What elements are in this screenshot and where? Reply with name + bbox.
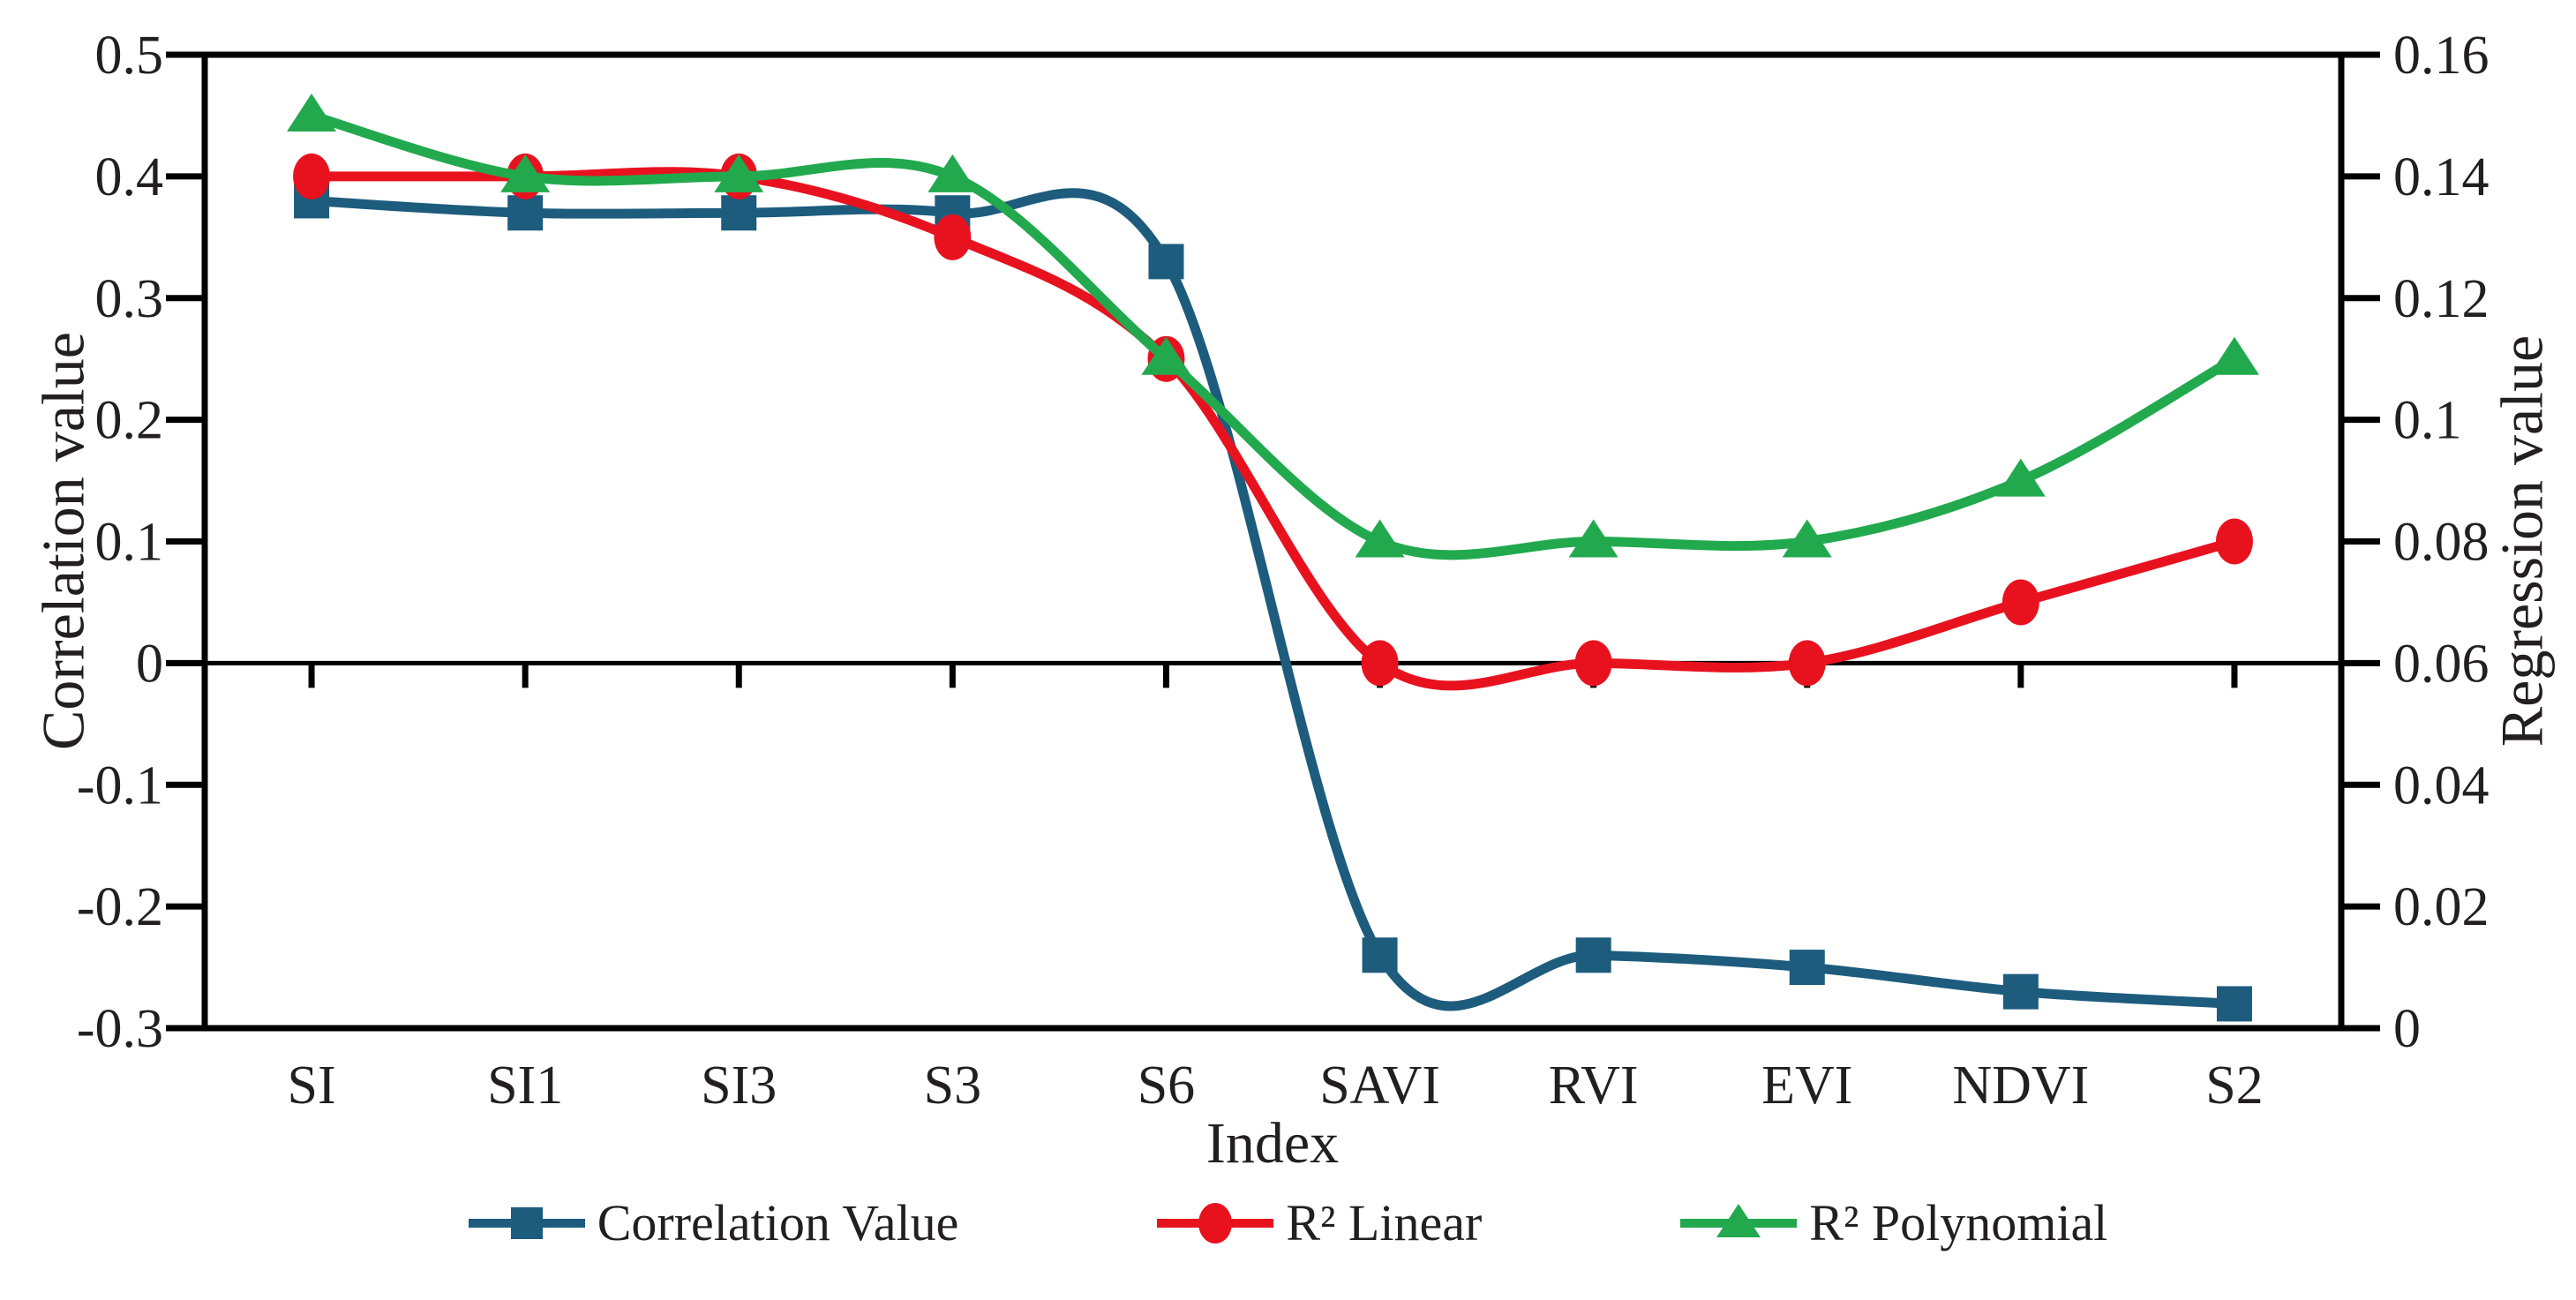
series-line-1	[306, 167, 2240, 691]
left-tick-label: 0.4	[95, 147, 164, 207]
legend-item-r2-polynomial: R² Polynomial	[1680, 1193, 2107, 1252]
series-1-marker-RVI	[1574, 640, 1612, 687]
right-axis-title: Regression value	[2488, 334, 2556, 748]
x-category-label: SI3	[701, 1056, 777, 1116]
series-1-marker-NDVI	[2001, 579, 2039, 626]
legend-label: R² Linear	[1286, 1194, 1483, 1251]
left-tick-label: -0.3	[77, 999, 163, 1059]
right-tick-label: 0.1	[2393, 391, 2462, 451]
circle-marker-icon	[1198, 1202, 1233, 1244]
right-tick-label: 0.12	[2393, 269, 2490, 329]
series-2-marker-EVI	[1782, 519, 1832, 558]
legend: Correlation Value R² Linear R² Polynomia…	[0, 1193, 2576, 1252]
right-tick-label: 0.16	[2393, 26, 2490, 86]
legend-item-correlation-value: Correlation Value	[468, 1193, 959, 1252]
legend-swatch-square-icon	[468, 1206, 585, 1239]
x-category-label: SI1	[487, 1056, 563, 1116]
right-tick-label: 0	[2393, 999, 2421, 1059]
x-category-label: S2	[2205, 1056, 2263, 1116]
x-category-label: S6	[1138, 1056, 1195, 1116]
right-tick-label: 0.06	[2393, 634, 2490, 694]
series-1-marker-SAVI	[1361, 640, 1399, 687]
series-0-marker-EVI	[1789, 950, 1825, 986]
right-tick-label: 0.04	[2393, 755, 2490, 815]
series-2-marker-SI	[287, 93, 337, 132]
left-tick-label: 0.3	[95, 269, 164, 329]
series-0-marker-S6	[1148, 244, 1184, 280]
series-line-2	[306, 110, 2240, 560]
series-line-0	[306, 188, 2240, 1011]
right-tick-label: 0.02	[2393, 877, 2490, 937]
x-category-label: SAVI	[1319, 1056, 1440, 1116]
series-1-marker-S3	[934, 214, 972, 260]
left-tick-label: 0	[136, 634, 163, 694]
legend-item-r2-linear: R² Linear	[1157, 1193, 1482, 1252]
series-1-marker-S2	[2215, 518, 2253, 565]
left-tick-label: 0.5	[95, 26, 164, 86]
series-2-marker-S3	[928, 154, 978, 192]
series-0-marker-SI3	[721, 195, 757, 231]
square-marker-icon	[510, 1206, 543, 1239]
series-0-marker-SI1	[507, 195, 544, 231]
series-1-marker-EVI	[1788, 640, 1826, 687]
x-axis-title: Index	[1205, 1111, 1340, 1176]
legend-swatch-triangle-icon	[1680, 1203, 1798, 1237]
x-category-label: NDVI	[1952, 1056, 2089, 1116]
series-2-marker-S2	[2209, 336, 2259, 375]
series-2-marker-SI1	[500, 154, 551, 192]
legend-label: Correlation Value	[597, 1194, 959, 1251]
series-2-marker-SAVI	[1355, 519, 1405, 558]
left-tick-label: -0.1	[77, 755, 163, 815]
x-category-label: S3	[924, 1056, 981, 1116]
x-category-label: SI	[287, 1056, 335, 1116]
series-1-marker-SI	[293, 153, 331, 199]
series-0-marker-SAVI	[1362, 937, 1398, 973]
right-tick-label: 0.14	[2393, 147, 2490, 207]
legend-label: R² Polynomial	[1809, 1194, 2108, 1251]
series-0-marker-NDVI	[2002, 973, 2039, 1010]
series-2-marker-S6	[1141, 336, 1191, 375]
series-2-marker-NDVI	[1995, 458, 2046, 497]
left-tick-label: 0.2	[95, 391, 164, 451]
legend-swatch-circle-icon	[1157, 1202, 1274, 1244]
x-category-label: RVI	[1549, 1056, 1639, 1116]
series-0-marker-RVI	[1575, 937, 1611, 973]
series-2-marker-RVI	[1568, 519, 1618, 558]
left-axis-title: Correlation value	[29, 332, 97, 750]
left-tick-label: 0.1	[95, 513, 164, 573]
series-2-marker-SI3	[714, 154, 764, 192]
left-tick-label: -0.2	[77, 877, 163, 937]
x-category-label: EVI	[1761, 1056, 1852, 1116]
triangle-marker-icon	[1716, 1203, 1761, 1237]
series-0-marker-S2	[2216, 986, 2252, 1022]
right-tick-label: 0.08	[2393, 513, 2490, 573]
